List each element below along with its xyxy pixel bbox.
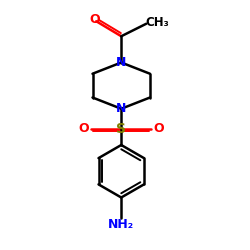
Text: O: O	[90, 14, 100, 26]
Text: O: O	[78, 122, 89, 135]
Text: NH₂: NH₂	[108, 218, 134, 231]
Text: O: O	[154, 122, 164, 135]
Text: CH₃: CH₃	[145, 16, 169, 30]
Text: S: S	[116, 122, 126, 136]
Text: N: N	[116, 102, 126, 115]
Text: N: N	[116, 56, 126, 69]
